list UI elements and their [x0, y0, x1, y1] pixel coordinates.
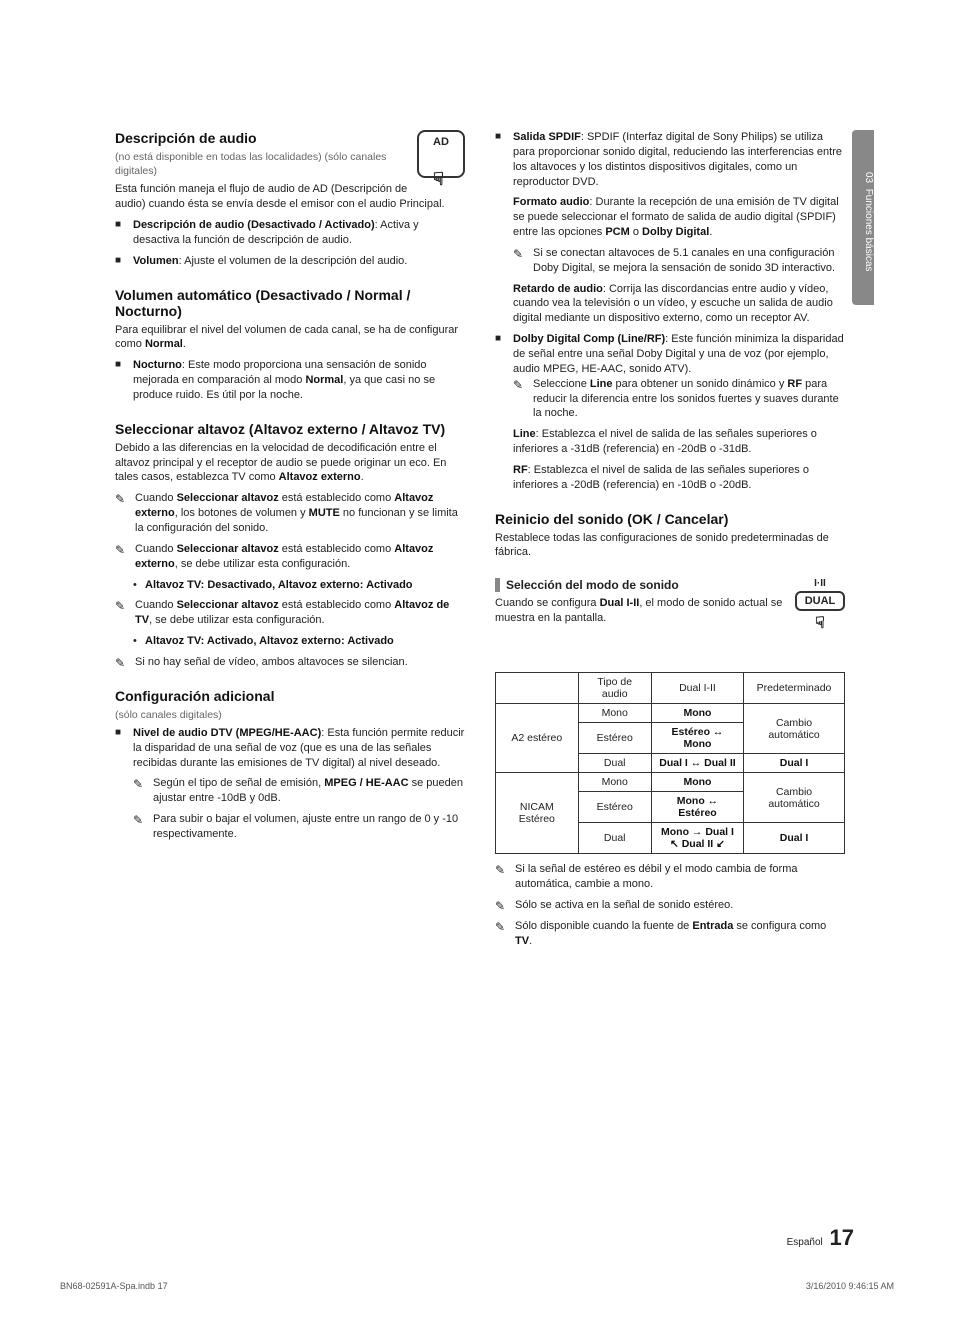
- spdif-section: Salida SPDIF: SPDIF (Interfaz digital de…: [495, 130, 845, 493]
- side-tab: 03 Funciones básicas: [852, 130, 874, 305]
- cell: Dual I ↔ Dual II: [651, 754, 743, 773]
- cell: Cambio automático: [744, 773, 845, 823]
- dual-label: DUAL: [795, 591, 845, 611]
- tip: Para subir o bajar el volumen, ajuste en…: [133, 812, 465, 842]
- dual-icon: I·II DUAL ☟: [795, 578, 845, 633]
- sub2: Altavoz TV: Activado, Altavoz externo: A…: [145, 635, 394, 647]
- cell: Mono: [578, 773, 651, 792]
- tip: Si no hay señal de vídeo, ambos altavoce…: [115, 655, 465, 670]
- hand-icon: ☟: [433, 169, 444, 190]
- cell: Dual I: [744, 823, 845, 854]
- sub1: Altavoz TV: Desactivado, Altavoz externo…: [145, 579, 413, 591]
- cell: Mono: [651, 773, 743, 792]
- th-blank: [496, 673, 579, 704]
- tip: Según el tipo de señal de emisión, MPEG …: [133, 776, 465, 806]
- right-column: Salida SPDIF: SPDIF (Interfaz digital de…: [495, 130, 845, 966]
- speaker-title: Seleccionar altavoz (Altavoz externo / A…: [115, 421, 465, 437]
- print-footer: BN68-02591A-Spa.indb 17 3/16/2010 9:46:1…: [60, 1281, 894, 1291]
- tip: Cuando Seleccionar altavoz está establec…: [115, 598, 465, 628]
- ad-icon: AD ☟: [417, 130, 465, 178]
- line: Line: Establezca el nivel de salida de l…: [513, 427, 845, 457]
- tip: Cuando Seleccionar altavoz está establec…: [115, 491, 465, 536]
- speaker-p: Debido a las diferencias en la velocidad…: [115, 441, 465, 486]
- cell: Dual: [578, 823, 651, 854]
- grp-a2: A2 estéreo: [496, 704, 579, 773]
- cell: Mono: [578, 704, 651, 723]
- auto-vol-p: Para equilibrar el nivel del volumen de …: [115, 323, 465, 353]
- cell: Mono ↔ Estéreo: [651, 792, 743, 823]
- extra-note: (sólo canales digitales): [115, 708, 465, 722]
- rf: RF: Establezca el nivel de salida de las…: [513, 463, 845, 493]
- grp-nicam: NICAM Estéreo: [496, 773, 579, 854]
- ad-icon-label: AD: [433, 136, 449, 148]
- cell: Dual: [578, 754, 651, 773]
- reset-title: Reinicio del sonido (OK / Cancelar): [495, 511, 845, 527]
- extra-title: Configuración adicional: [115, 688, 465, 704]
- auto-vol-title: Volumen automático (Desactivado / Normal…: [115, 287, 465, 319]
- cell: Mono → Dual I↖ Dual II ↙: [651, 823, 743, 854]
- bullet-item: Volumen: Ajuste el volumen de la descrip…: [115, 254, 465, 269]
- tip: Sólo se activa en la señal de sonido est…: [495, 898, 845, 913]
- date: 3/16/2010 9:46:15 AM: [806, 1281, 894, 1291]
- tip: Cuando Seleccionar altavoz está establec…: [115, 542, 465, 572]
- cell: Mono: [651, 704, 743, 723]
- page-number: 17: [830, 1225, 854, 1250]
- formato: Formato audio: Durante la recepción de u…: [513, 195, 845, 240]
- left-column: AD ☟ Descripción de audio (no está dispo…: [115, 130, 465, 966]
- sub-bullet: Altavoz TV: Desactivado, Altavoz externo…: [115, 578, 465, 593]
- reset-section: Reinicio del sonido (OK / Cancelar) Rest…: [495, 511, 845, 561]
- audio-desc-title: Descripción de audio: [115, 130, 465, 146]
- bullet-item: Salida SPDIF: SPDIF (Interfaz digital de…: [495, 130, 845, 326]
- mode-title: Selección del modo de sonido: [495, 578, 845, 592]
- mode-intro: Cuando se configura Dual I-II, el modo d…: [495, 596, 785, 626]
- chapter-num: 03: [863, 172, 874, 183]
- bullet-item: Descripción de audio (Desactivado / Acti…: [115, 218, 465, 248]
- file: BN68-02591A-Spa.indb 17: [60, 1281, 168, 1291]
- page-content: AD ☟ Descripción de audio (no está dispo…: [115, 130, 845, 966]
- tip: Si se conectan altavoces de 5.1 canales …: [513, 246, 845, 276]
- cell: Estéreo: [578, 723, 651, 754]
- speaker-section: Seleccionar altavoz (Altavoz externo / A…: [115, 421, 465, 670]
- th-dual: Dual I-II: [651, 673, 743, 704]
- retardo: Retardo de audio: Corrija las discordanc…: [513, 282, 845, 327]
- tip: Seleccione Line para obtener un sonido d…: [513, 377, 845, 422]
- cell: Estéreo: [578, 792, 651, 823]
- sub-bullet: Altavoz TV: Activado, Altavoz externo: A…: [115, 634, 465, 649]
- page-footer: Español 17: [787, 1225, 854, 1251]
- auto-volume-section: Volumen automático (Desactivado / Normal…: [115, 287, 465, 403]
- bullet-item: Nivel de audio DTV (MPEG/HE-AAC): Esta f…: [115, 726, 465, 771]
- th-pred: Predeterminado: [744, 673, 845, 704]
- audio-desc-note: (no está disponible en todas las localid…: [115, 150, 465, 178]
- cell: Estéreo ↔ Mono: [651, 723, 743, 754]
- audio-desc-intro: Esta función maneja el flujo de audio de…: [115, 182, 465, 212]
- lang: Español: [787, 1237, 823, 1248]
- b: Descripción de audio (Desactivado / Acti…: [133, 219, 375, 231]
- sound-mode-table: Tipo de audio Dual I-II Predeterminado A…: [495, 672, 845, 854]
- th-tipo: Tipo de audio: [578, 673, 651, 704]
- sound-mode-section: Selección del modo de sonido I·II DUAL ☟…: [495, 578, 845, 948]
- b: Volumen: [133, 255, 179, 267]
- cell: Dual I: [744, 754, 845, 773]
- hand-icon: ☟: [795, 613, 845, 633]
- tip: Si la señal de estéreo es débil y el mod…: [495, 862, 845, 892]
- bullet-item: Dolby Digital Comp (Line/RF): Este funci…: [495, 332, 845, 492]
- dual-top: I·II: [795, 578, 845, 589]
- tip: Sólo disponible cuando la fuente de Entr…: [495, 919, 845, 949]
- extra-config-section: Configuración adicional (sólo canales di…: [115, 688, 465, 842]
- cell: Cambio automático: [744, 704, 845, 754]
- reset-p: Restablece todas las configuraciones de …: [495, 531, 845, 561]
- bullet-item: Nocturno: Este modo proporciona una sens…: [115, 358, 465, 403]
- chapter-label: Funciones básicas: [863, 188, 874, 271]
- audio-description-section: AD ☟ Descripción de audio (no está dispo…: [115, 130, 465, 269]
